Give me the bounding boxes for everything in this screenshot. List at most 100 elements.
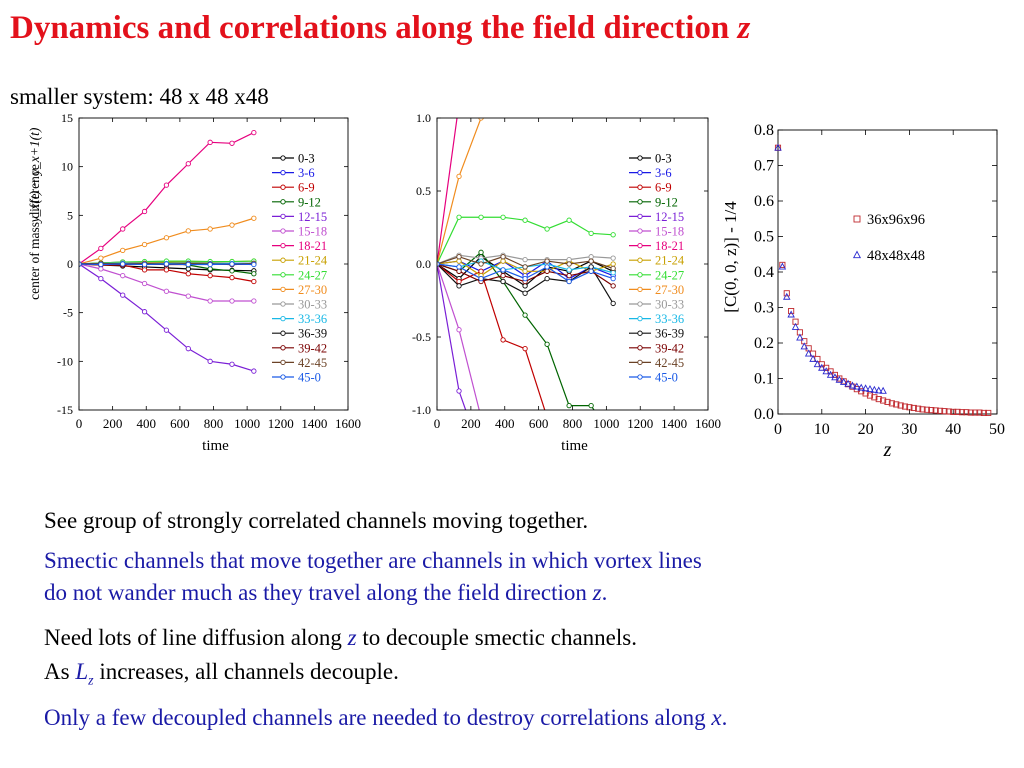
- data-point: [588, 264, 594, 270]
- data-point: [251, 298, 257, 304]
- data-point: [501, 466, 505, 470]
- paragraph-2-line-1: Smectic channels that move together are …: [44, 548, 702, 573]
- y-tick-label: 0.8: [754, 122, 774, 139]
- y-tick-label: -5: [63, 306, 73, 320]
- y-axis-label: center of mass difference: [27, 164, 42, 300]
- data-point-square: [976, 409, 983, 416]
- data-point-triangle: [861, 384, 870, 392]
- page-title: Dynamics and correlations along the fiel…: [10, 10, 750, 46]
- data-point: [456, 214, 462, 220]
- data-point-triangle: [774, 143, 782, 151]
- legend-marker: [637, 242, 643, 249]
- y-tick-label: 5: [67, 208, 73, 222]
- data-point: [610, 261, 616, 267]
- data-point: [456, 327, 462, 333]
- x-tick-label: 1000: [234, 416, 260, 431]
- data-point: [207, 273, 213, 279]
- data-point: [501, 495, 505, 499]
- legend-marker: [637, 213, 643, 220]
- data-point: [522, 217, 528, 223]
- data-point: [588, 254, 594, 260]
- data-point-square: [985, 409, 992, 416]
- data-point: [478, 268, 484, 274]
- data-point: [544, 226, 550, 232]
- legend-marker: [280, 272, 286, 278]
- data-point: [566, 256, 572, 263]
- chart-com-difference: 0 200 400 600 800 1000 1200 1400 1600 -15 -10 -5 0 5 1…: [27, 111, 361, 454]
- legend-label: 21-24: [655, 254, 685, 268]
- data-point: [544, 268, 550, 274]
- series-line-15-18: [437, 263, 480, 410]
- data-point: [522, 275, 528, 282]
- series-line-18-21: [79, 132, 255, 265]
- data-point-square: [875, 396, 882, 403]
- data-point: [523, 495, 527, 499]
- data-point: [98, 275, 104, 282]
- data-point: [207, 358, 213, 364]
- data-point: [163, 235, 170, 241]
- data-point: [456, 264, 462, 270]
- y-tick-label: -15: [57, 403, 73, 417]
- data-point-square: [779, 261, 786, 268]
- data-point: [207, 261, 213, 268]
- x-axis-label: z: [883, 439, 892, 461]
- legend-label: 6-9: [655, 181, 672, 195]
- data-point: [567, 539, 571, 543]
- x-tick-label: 1400: [301, 416, 327, 431]
- data-point-triangle: [804, 349, 813, 357]
- data-point: [589, 0, 593, 3]
- data-point-square: [937, 407, 944, 414]
- legend-marker: [280, 286, 286, 293]
- title-text: Dynamics and correlations along the fiel…: [10, 10, 730, 46]
- x-tick-label: 1600: [695, 416, 721, 431]
- data-point: [98, 245, 104, 252]
- data-point: [544, 275, 550, 282]
- legend-label: 27-30: [655, 283, 684, 297]
- legend-label: 24-27: [655, 268, 684, 282]
- y-tick-label: 0.0: [754, 406, 774, 423]
- data-point: [522, 290, 528, 296]
- data-point: [456, 388, 462, 394]
- legend-label: 36x96x96: [867, 212, 925, 228]
- data-point: [566, 267, 572, 273]
- data-point: [207, 298, 213, 304]
- series-line-27-30: [79, 217, 255, 265]
- data-point-square: [954, 408, 961, 415]
- data-point: [610, 255, 616, 261]
- data-point: [185, 161, 191, 167]
- data-point-square: [783, 290, 790, 297]
- y-tick-label: 0.4: [754, 264, 774, 281]
- paragraph-4: As Lz increases, all channels decouple.: [44, 659, 399, 689]
- data-point: [437, 261, 440, 267]
- x-tick-label: 0: [434, 416, 441, 431]
- data-point: [566, 273, 572, 279]
- data-point-triangle: [857, 383, 865, 391]
- data-point-triangle: [866, 384, 874, 392]
- paragraph-2-line-2: do not wander much as they travel along …: [44, 580, 608, 605]
- legend-marker: [280, 315, 286, 322]
- data-point: [229, 222, 235, 228]
- legend-label: 30-33: [298, 298, 327, 312]
- series-line-27-30: [437, 118, 482, 265]
- legend-marker: [637, 301, 643, 307]
- data-point: [478, 261, 484, 267]
- data-point-square: [906, 404, 913, 411]
- data-point: [522, 283, 528, 289]
- legend-marker: [637, 228, 643, 234]
- data-point-square: [893, 401, 900, 408]
- data-point: [229, 261, 235, 267]
- data-point-triangle: [791, 322, 800, 330]
- plot-frame: [78, 117, 349, 411]
- y-tick-label: 10: [61, 160, 73, 174]
- legend-marker: [637, 272, 643, 278]
- data-point: [141, 208, 148, 215]
- legend-marker: [637, 155, 643, 161]
- data-point: [500, 273, 506, 279]
- data-point: [141, 241, 148, 248]
- y-tick-label: -10: [57, 354, 73, 368]
- data-point: [522, 346, 528, 352]
- data-point-square: [915, 405, 922, 412]
- legend-label: 42-45: [298, 356, 327, 370]
- legend-marker: [637, 184, 643, 190]
- data-point-square: [788, 307, 795, 315]
